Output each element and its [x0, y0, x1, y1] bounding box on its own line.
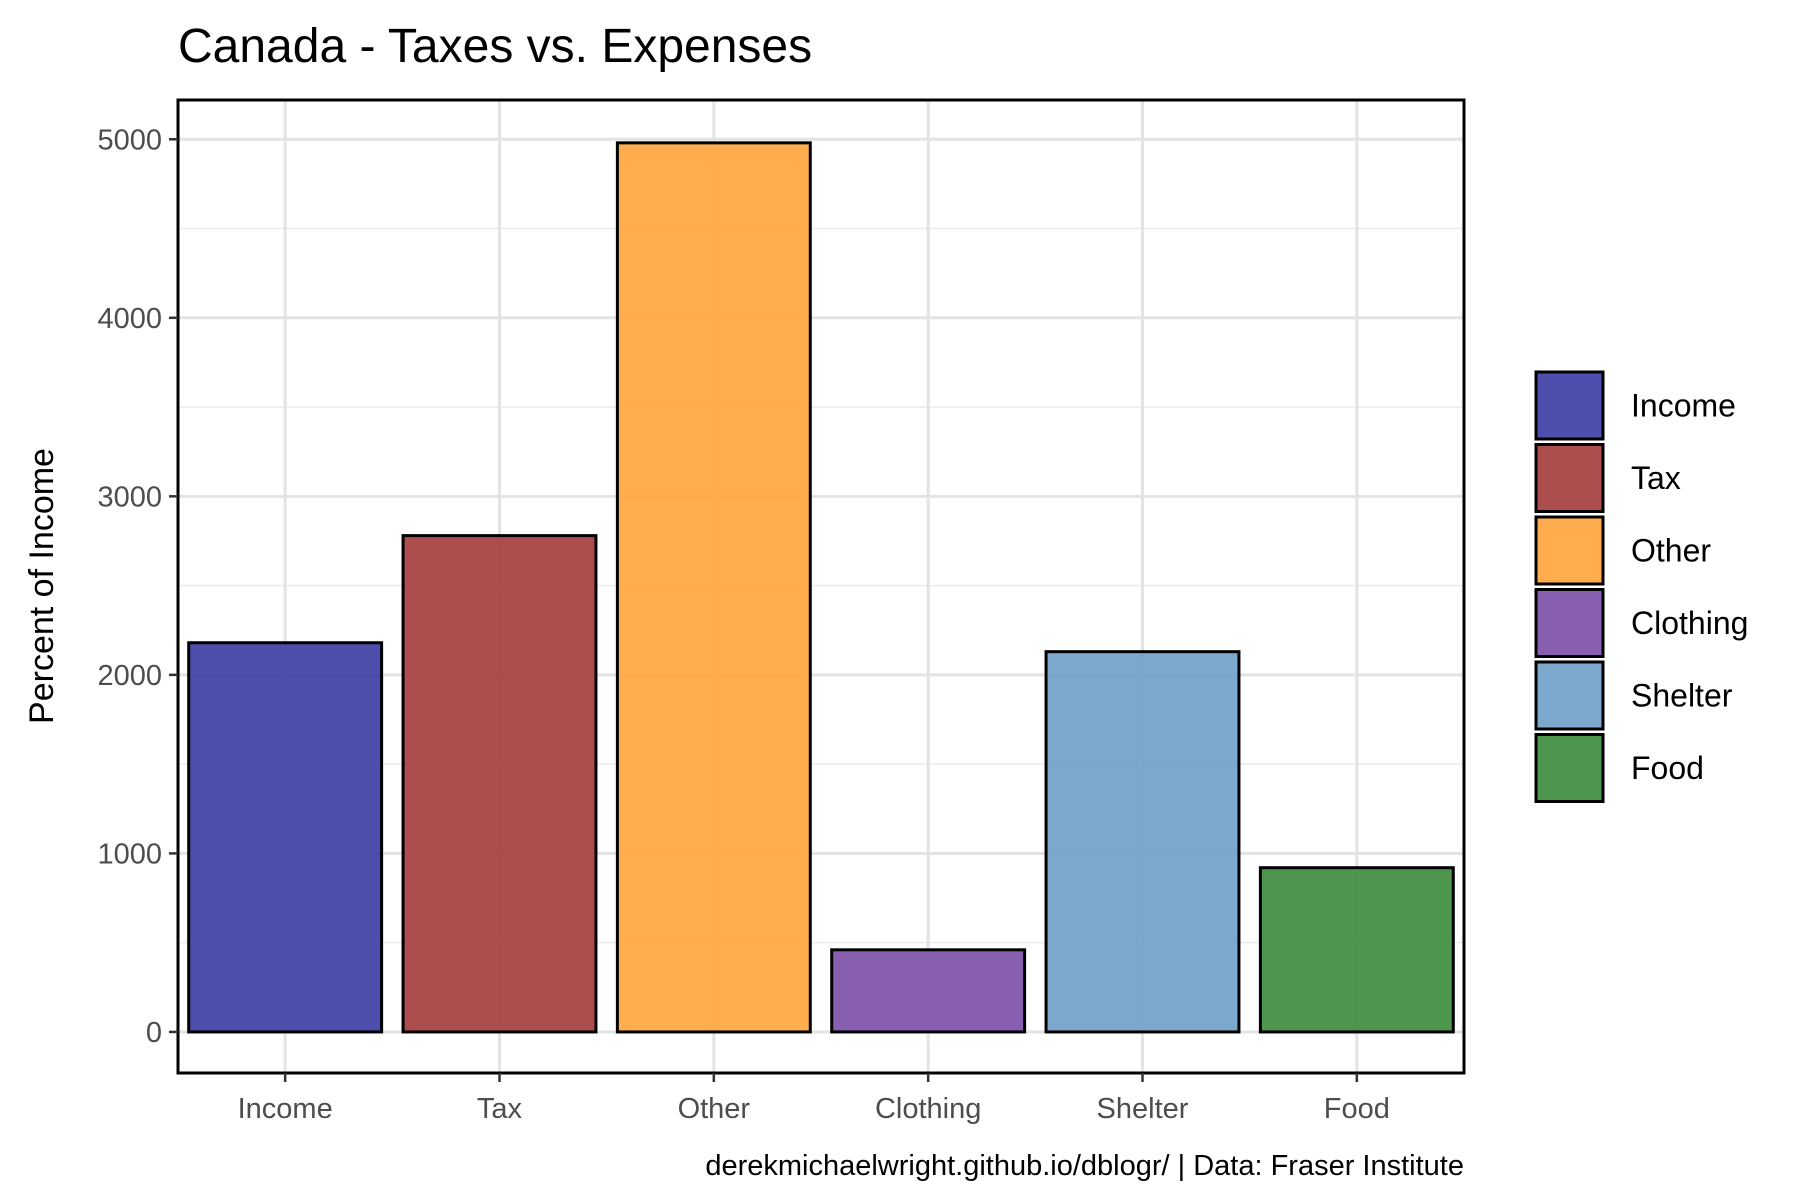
legend-label: Tax	[1631, 460, 1681, 496]
plot-border	[176, 98, 1466, 1075]
x-tick-label: Other	[678, 1093, 751, 1125]
y-tick-label: 5000	[97, 124, 162, 156]
legend-key-tax	[1534, 443, 1605, 513]
legend-key-income	[1534, 370, 1605, 441]
x-tick-label: Shelter	[1097, 1093, 1189, 1125]
caption: derekmichaelwright.github.io/dblogr/ | D…	[705, 1150, 1464, 1182]
legend-label: Shelter	[1631, 678, 1733, 714]
y-tick-label: 2000	[97, 660, 162, 692]
bars	[187, 141, 1455, 1034]
legend-key-clothing	[1534, 588, 1605, 658]
bar-shelter	[1044, 650, 1241, 1034]
axes: 0 1000 2000 3000 4000 5000 Income Tax Other Cloth…	[97, 124, 1389, 1125]
bar-income	[187, 641, 384, 1034]
bar-tax	[401, 534, 598, 1034]
bar-other	[615, 141, 812, 1034]
legend-label: Clothing	[1631, 605, 1748, 641]
x-tick-label: Food	[1324, 1093, 1390, 1125]
legend-key-other	[1534, 515, 1605, 586]
legend-label: Other	[1631, 533, 1711, 569]
legend: Income Tax Other Clothing Shelter Food	[1534, 370, 1748, 803]
plot-panel	[178, 100, 1464, 1073]
legend-key-shelter	[1534, 660, 1605, 731]
bar-clothing	[830, 948, 1027, 1034]
y-tick-label: 1000	[97, 838, 162, 870]
legend-key-food	[1534, 733, 1605, 803]
x-tick-label: Tax	[477, 1093, 523, 1125]
legend-label: Income	[1631, 388, 1736, 424]
legend-label: Food	[1631, 750, 1704, 786]
chart-title: Canada - Taxes vs. Expenses	[178, 20, 812, 73]
y-tick-label: 3000	[97, 481, 162, 513]
y-axis-label: Percent of Income	[23, 448, 61, 724]
bar-food	[1258, 866, 1455, 1034]
x-tick-label: Income	[238, 1093, 333, 1125]
y-tick-label: 4000	[97, 303, 162, 335]
x-tick-label: Clothing	[875, 1093, 981, 1125]
y-tick-label: 0	[146, 1017, 162, 1049]
